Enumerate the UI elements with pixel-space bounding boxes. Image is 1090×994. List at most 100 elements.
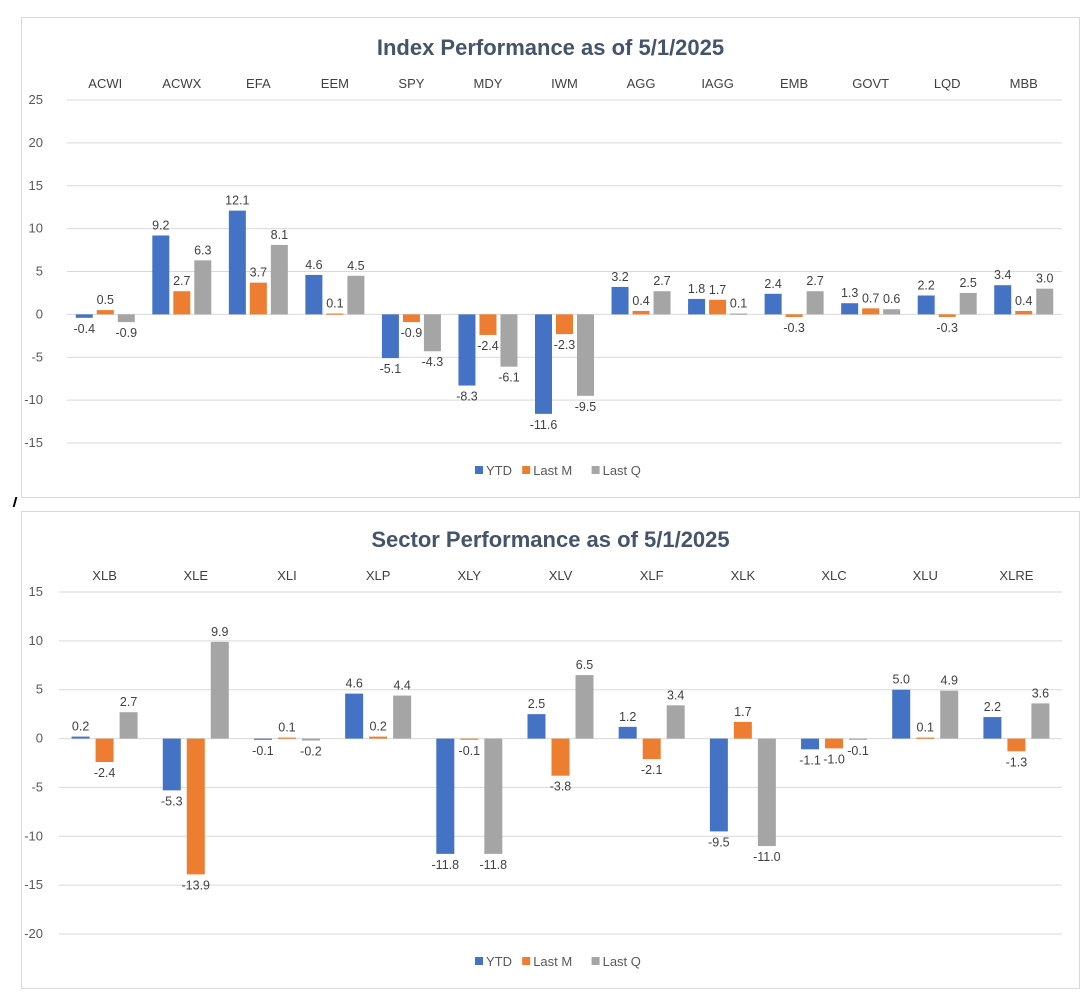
bar-ytd — [688, 298, 706, 315]
category-label: XLV — [549, 568, 573, 583]
bar-last-q — [301, 738, 320, 741]
bar-ytd — [611, 286, 629, 315]
category-label: IAGG — [701, 76, 734, 91]
bar-last-q — [393, 695, 412, 739]
bar-ytd — [535, 314, 552, 414]
data-label: -11.8 — [432, 858, 460, 872]
data-label: -8.3 — [456, 390, 478, 404]
bar-last-q — [210, 641, 229, 739]
bar-ytd — [983, 717, 1002, 739]
data-label: 4.9 — [941, 674, 958, 688]
data-label: -3.8 — [550, 780, 572, 794]
legend-label: YTD — [486, 463, 512, 478]
bar-ytd — [228, 210, 246, 315]
bar-last-m — [709, 299, 727, 315]
bar-last-q — [849, 738, 868, 740]
bar-ytd — [305, 274, 323, 315]
bar-last-m — [1007, 738, 1026, 752]
bar-last-m — [556, 314, 573, 335]
data-label: 3.4 — [994, 268, 1011, 282]
bar-ytd — [709, 738, 728, 832]
bar-last-q — [940, 690, 959, 739]
bar-last-m — [825, 738, 844, 749]
category-label: EMB — [780, 76, 808, 91]
bar-last-m — [551, 738, 570, 776]
bar-last-m — [369, 736, 388, 739]
y-tick-label: -10 — [24, 828, 43, 843]
data-label: 4.4 — [393, 679, 410, 693]
data-label: 1.7 — [734, 705, 751, 719]
category-label: SPY — [398, 76, 424, 91]
bar-last-q — [653, 291, 671, 315]
y-tick-label: 0 — [36, 731, 43, 746]
chart-title: Index Performance as of 5/1/2025 — [377, 35, 724, 60]
category-label: XLY — [458, 568, 482, 583]
y-tick-label: -10 — [24, 392, 43, 407]
data-label: 0.2 — [369, 720, 386, 734]
bar-last-q — [270, 244, 288, 315]
data-label: 1.3 — [841, 286, 858, 300]
legend-swatch — [522, 466, 531, 474]
data-label: 1.7 — [709, 283, 726, 297]
bar-last-q — [666, 705, 685, 739]
data-label: 0.1 — [730, 297, 747, 311]
data-label: -0.9 — [401, 326, 423, 340]
bar-last-m — [733, 721, 752, 739]
data-label: -4.3 — [422, 355, 444, 369]
bar-ytd — [618, 726, 637, 739]
data-label: -6.1 — [498, 371, 520, 385]
bar-ytd — [152, 235, 170, 315]
y-tick-label: 20 — [29, 135, 43, 150]
bar-last-m — [460, 738, 479, 740]
bar-last-m — [95, 738, 114, 763]
bar-last-q — [730, 313, 748, 315]
bar-last-q — [1031, 703, 1050, 739]
data-label: 2.5 — [528, 697, 545, 711]
data-label: -1.1 — [799, 753, 821, 767]
data-label: 2.7 — [806, 274, 823, 288]
bar-last-m — [249, 282, 267, 315]
bar-ytd — [527, 714, 546, 739]
data-label: 0.5 — [97, 293, 114, 307]
y-tick-label: 25 — [29, 92, 43, 107]
category-label: XLB — [92, 568, 117, 583]
data-label: 9.2 — [152, 218, 169, 232]
data-label: -2.4 — [477, 339, 499, 353]
bar-ytd — [253, 738, 272, 740]
category-label: ACWI — [88, 76, 122, 91]
data-label: -11.6 — [530, 418, 558, 432]
bar-last-m — [632, 310, 650, 315]
bar-last-m — [1015, 310, 1033, 315]
data-label: -0.1 — [459, 744, 481, 758]
bar-ytd — [994, 285, 1012, 315]
bar-last-q — [423, 314, 441, 352]
data-label: 0.1 — [278, 721, 295, 735]
legend-label: Last M — [533, 954, 572, 969]
data-label: 9.9 — [211, 625, 228, 639]
legend-label: YTD — [486, 954, 512, 969]
category-label: MDY — [474, 76, 503, 91]
data-label: -1.3 — [1006, 755, 1028, 769]
legend-swatch — [591, 957, 600, 965]
data-label: -0.2 — [300, 745, 322, 759]
bar-ytd — [162, 738, 181, 791]
bar-last-m — [916, 737, 935, 739]
index-performance-chart-panel — [21, 17, 1080, 498]
legend-label: Last Q — [603, 954, 641, 969]
category-label: MBB — [1010, 76, 1038, 91]
category-label: XLI — [277, 568, 297, 583]
bar-last-m — [326, 313, 344, 315]
data-label: 0.4 — [1015, 294, 1032, 308]
bar-last-m — [642, 738, 661, 760]
bar-last-m — [96, 310, 114, 315]
data-label: 5.0 — [893, 673, 910, 687]
bar-ytd — [345, 693, 364, 739]
legend-swatch — [591, 466, 600, 474]
category-label: AGG — [627, 76, 656, 91]
bar-last-q — [883, 309, 901, 315]
data-label: -5.3 — [161, 794, 183, 808]
y-tick-label: -15 — [24, 435, 43, 450]
bar-last-q — [500, 314, 518, 367]
category-label: ACWX — [162, 76, 201, 91]
bar-last-m — [479, 314, 497, 335]
